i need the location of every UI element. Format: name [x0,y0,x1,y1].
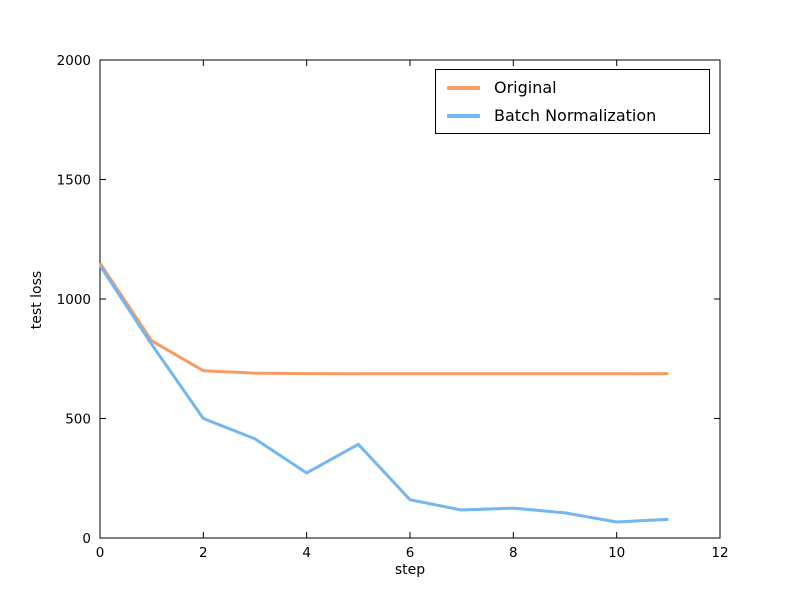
x-tick-label: 8 [509,545,518,561]
series-line-original [98,262,669,376]
x-axis-label: step [394,562,426,578]
y-tick-label: 1000 [57,292,91,308]
x-tick-label: 6 [406,545,415,561]
legend-line-swatch-batch-normalization [447,113,480,118]
y-tick-label: 500 [65,412,91,428]
y-tick-label: 2000 [57,53,91,69]
x-tick-label: 10 [608,545,625,561]
x-tick-label: 4 [302,545,311,561]
y-tick-label: 1500 [57,173,91,189]
x-tick-label: 2 [199,545,208,561]
legend-line-swatch-original [447,85,480,90]
legend: Original Batch Normalization [435,69,710,134]
y-axis-label: test loss [29,270,45,330]
legend-label-batch-normalization: Batch Normalization [494,106,657,125]
legend-label-original: Original [494,78,557,97]
x-tick-label: 0 [96,545,105,561]
legend-entry-original: Original [447,78,709,97]
x-tick-label: 12 [711,545,728,561]
legend-entry-batch-normalization: Batch Normalization [447,106,709,125]
y-tick-label: 0 [82,531,91,547]
series-line-batch-normalization [98,264,669,524]
